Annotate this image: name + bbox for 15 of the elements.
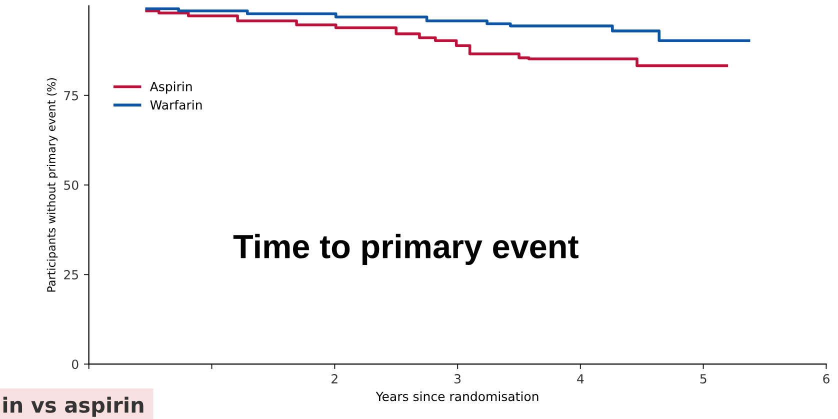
y-tick-label: 0 xyxy=(72,360,78,370)
y-axis-title: Participants without primary event (%) xyxy=(46,78,58,292)
legend-label: Aspirin xyxy=(150,82,192,94)
x-axis-title: Years since randomisation xyxy=(376,391,538,402)
x-tick-label: 4 xyxy=(577,374,584,384)
text: Time to primary event xyxy=(233,234,578,266)
y-tick-label: 75 xyxy=(64,91,78,100)
text: in vs aspirin xyxy=(3,396,144,417)
y-tick-label: 50 xyxy=(64,180,78,190)
x-tick-label: 3 xyxy=(454,374,461,384)
x-tick-label: 5 xyxy=(700,374,706,384)
legend-label: Warfarin xyxy=(150,100,202,110)
x-tick-label: 6 xyxy=(823,374,830,384)
y-tick-label: 25 xyxy=(64,270,78,280)
x-tick-label: 2 xyxy=(332,374,338,384)
